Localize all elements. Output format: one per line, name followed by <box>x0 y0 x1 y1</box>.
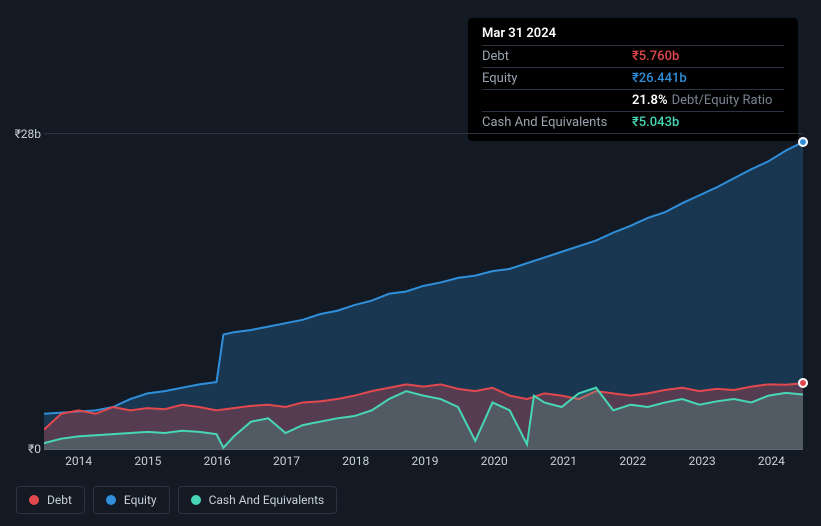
tooltip-row-value: ₹5.760b <box>632 49 679 64</box>
legend-swatch <box>106 495 116 505</box>
legend-item-debt[interactable]: Debt <box>16 486 85 514</box>
chart-plot[interactable] <box>44 133 803 450</box>
legend-label: Debt <box>47 493 72 507</box>
chart-tooltip: Mar 31 2024 Debt₹5.760bEquity₹26.441b21.… <box>468 18 798 141</box>
tooltip-row-label: Equity <box>482 71 632 86</box>
tooltip-row-value: 21.8% <box>632 93 668 108</box>
x-tick-label: 2015 <box>134 454 161 468</box>
tooltip-row-label <box>482 93 632 108</box>
series-end-marker <box>798 378 808 388</box>
tooltip-row: Equity₹26.441b <box>482 67 784 89</box>
x-tick-label: 2017 <box>273 454 300 468</box>
legend-swatch <box>191 495 201 505</box>
legend-item-equity[interactable]: Equity <box>93 486 170 514</box>
chart-svg <box>44 133 803 450</box>
x-tick-label: 2022 <box>619 454 646 468</box>
series-end-marker <box>798 137 808 147</box>
y-tick-max: ₹28b <box>15 127 41 141</box>
x-tick-label: 2020 <box>481 454 508 468</box>
chart-legend: Debt Equity Cash And Equivalents <box>16 486 337 514</box>
x-axis-labels: 2014 2015 2016 2017 2018 2019 2020 2021 2022 2023… <box>44 454 806 470</box>
legend-item-cash-and-equivalents[interactable]: Cash And Equivalents <box>178 486 338 514</box>
x-tick-label: 2016 <box>204 454 231 468</box>
x-tick-label: 2023 <box>689 454 716 468</box>
x-tick-label: 2021 <box>550 454 577 468</box>
x-tick-label: 2024 <box>758 454 785 468</box>
tooltip-row: 21.8% Debt/Equity Ratio <box>482 89 784 111</box>
chart-container: ₹28b ₹0 2014 2015 2016 2017 2018 2019 2020 2021… <box>16 125 806 510</box>
tooltip-row-label: Debt <box>482 49 632 64</box>
legend-label: Cash And Equivalents <box>209 493 325 507</box>
x-tick-label: 2018 <box>342 454 369 468</box>
legend-label: Equity <box>124 493 157 507</box>
tooltip-row-value: ₹26.441b <box>632 71 687 86</box>
x-tick-label: 2014 <box>65 454 92 468</box>
y-tick-min: ₹0 <box>28 442 41 456</box>
legend-swatch <box>29 495 39 505</box>
tooltip-row: Debt₹5.760b <box>482 45 784 67</box>
x-tick-label: 2019 <box>412 454 439 468</box>
tooltip-row-suffix: Debt/Equity Ratio <box>672 93 773 108</box>
tooltip-date: Mar 31 2024 <box>482 26 784 41</box>
